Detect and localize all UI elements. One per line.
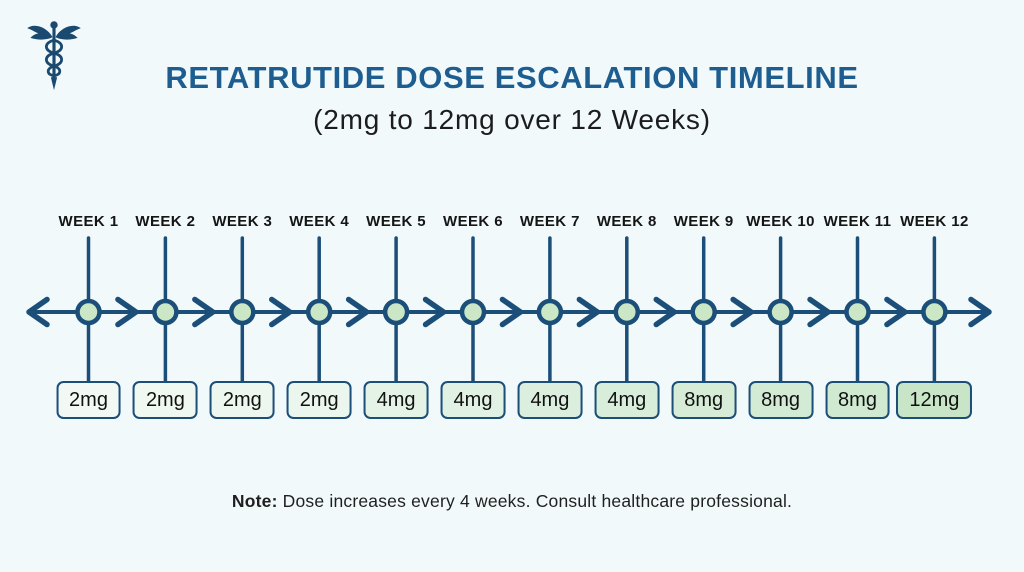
- week-marker-circle: [921, 298, 948, 326]
- dose-box: 2mg: [56, 381, 121, 419]
- week-marker-circle: [152, 298, 179, 326]
- week-marker-circle: [613, 298, 641, 326]
- week-marker-circle: [536, 298, 564, 326]
- week-label: WEEK 2: [135, 213, 196, 230]
- arrowhead-right-icon: [968, 296, 992, 328]
- arrowhead-right-icon: [115, 296, 139, 328]
- note-body: Dose increases every 4 weeks. Consult he…: [277, 491, 793, 511]
- week-label: WEEK 1: [58, 213, 119, 230]
- week-marker-circle: [690, 298, 717, 326]
- week-marker-circle: [305, 298, 333, 326]
- dose-box: 8mg: [671, 381, 737, 419]
- week-marker-circle: [767, 298, 794, 326]
- arrowhead-right-icon: [884, 296, 908, 328]
- arrowhead-right-icon: [807, 296, 831, 328]
- week-label: WEEK 6: [443, 213, 503, 230]
- dose-box: 12mg: [896, 381, 973, 419]
- dose-box: 8mg: [825, 381, 890, 419]
- week-marker-circle: [382, 298, 410, 326]
- arrowhead-right-icon: [653, 296, 677, 328]
- week-label: WEEK 9: [673, 213, 734, 230]
- page-subtitle: (2mg to 12mg over 12 Weeks): [313, 104, 711, 135]
- dose-box: 4mg: [517, 381, 583, 419]
- dose-box: 4mg: [363, 381, 429, 419]
- note-label: Note:: [231, 491, 278, 511]
- page-title: RETATRUTIDE DOSE ESCALATION TIMELINE: [165, 60, 859, 95]
- week-label: WEEK 10: [746, 213, 815, 230]
- arrowhead-right-icon: [422, 296, 447, 328]
- dose-box: 2mg: [286, 381, 352, 419]
- arrowhead-left-icon: [26, 296, 50, 328]
- week-label: WEEK 5: [366, 213, 427, 230]
- week-label: WEEK 4: [289, 213, 350, 230]
- week-marker-circle: [75, 298, 102, 326]
- week-marker-circle: [459, 298, 487, 326]
- arrowhead-right-icon: [576, 296, 601, 328]
- week-label: WEEK 3: [212, 213, 273, 230]
- arrowhead-right-icon: [269, 296, 293, 328]
- arrowhead-right-icon: [730, 296, 754, 328]
- arrowhead-right-icon: [499, 296, 524, 328]
- week-label: WEEK 11: [823, 213, 892, 230]
- week-label: WEEK 12: [900, 213, 969, 230]
- caduceus-icon: [26, 18, 82, 92]
- week-label: WEEK 8: [596, 213, 657, 230]
- week-marker-circle: [844, 298, 871, 326]
- week-marker-circle: [229, 298, 256, 326]
- dose-box: 4mg: [440, 381, 506, 419]
- note-text: Note: Dose increases every 4 weeks. Cons…: [0, 491, 1024, 512]
- arrowhead-right-icon: [192, 296, 216, 328]
- dose-box: 2mg: [132, 381, 198, 419]
- dose-box: 8mg: [748, 381, 814, 419]
- week-label: WEEK 7: [519, 213, 580, 230]
- arrowhead-right-icon: [345, 296, 370, 328]
- dose-box: 2mg: [209, 381, 275, 419]
- dose-box: 4mg: [594, 381, 660, 419]
